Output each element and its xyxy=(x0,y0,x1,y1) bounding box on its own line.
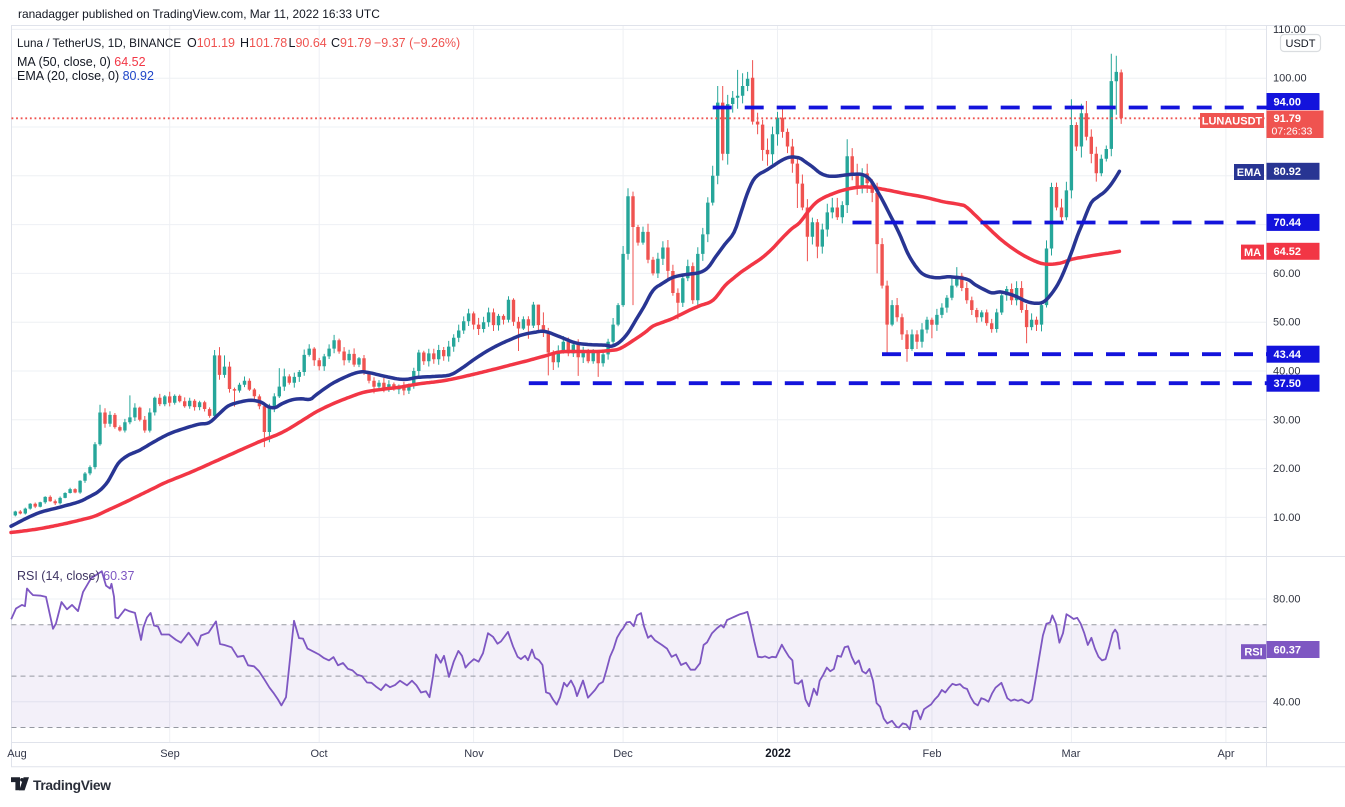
svg-text:RSI: RSI xyxy=(1244,647,1262,659)
svg-text:Mar: Mar xyxy=(1062,748,1081,760)
svg-text:Apr: Apr xyxy=(1217,748,1234,760)
svg-text:Nov: Nov xyxy=(464,748,484,760)
svg-text:70.44: 70.44 xyxy=(1274,217,1302,229)
svg-text:Sep: Sep xyxy=(160,748,180,760)
svg-text:80.92: 80.92 xyxy=(1274,166,1302,178)
svg-text:MA (50, close, 0) 64.52: MA (50, close, 0) 64.52 xyxy=(17,55,146,69)
svg-text:40.00: 40.00 xyxy=(1273,696,1301,708)
svg-text:10.00: 10.00 xyxy=(1273,512,1301,524)
svg-text:TradingView: TradingView xyxy=(33,778,111,793)
svg-text:30.00: 30.00 xyxy=(1273,414,1301,426)
svg-text:LUNAUSDT: LUNAUSDT xyxy=(1202,115,1263,127)
svg-text:07:26:33: 07:26:33 xyxy=(1272,126,1313,138)
svg-text:Aug: Aug xyxy=(7,748,27,760)
svg-text:Feb: Feb xyxy=(923,748,942,760)
svg-text:EMA: EMA xyxy=(1237,167,1262,179)
svg-text:RSI (14, close) 60.37: RSI (14, close) 60.37 xyxy=(17,569,134,583)
svg-text:110.00: 110.00 xyxy=(1273,24,1306,36)
svg-text:ranadagger published on Tradin: ranadagger published on TradingView.com,… xyxy=(18,7,380,21)
svg-text:94.00: 94.00 xyxy=(1274,96,1302,108)
svg-text:USDT: USDT xyxy=(1286,38,1316,50)
svg-text:Dec: Dec xyxy=(613,748,633,760)
svg-text:40.00: 40.00 xyxy=(1273,366,1301,378)
svg-text:80.00: 80.00 xyxy=(1273,594,1301,606)
svg-text:−9.37 (−9.26%): −9.37 (−9.26%) xyxy=(374,36,460,50)
svg-text:C91.79: C91.79 xyxy=(331,36,371,50)
svg-text:2022: 2022 xyxy=(765,748,791,760)
svg-text:43.44: 43.44 xyxy=(1274,349,1302,361)
svg-text:100.00: 100.00 xyxy=(1273,73,1307,85)
svg-text:Oct: Oct xyxy=(310,748,327,760)
svg-text:91.79: 91.79 xyxy=(1274,113,1302,125)
svg-text:60.00: 60.00 xyxy=(1273,268,1301,280)
svg-text:H101.78: H101.78 xyxy=(240,36,287,50)
svg-text:L90.64: L90.64 xyxy=(289,36,327,50)
svg-text:MA: MA xyxy=(1244,247,1261,259)
svg-text:O101.19: O101.19 xyxy=(187,36,235,50)
svg-text:64.52: 64.52 xyxy=(1274,246,1302,258)
svg-text:60.37: 60.37 xyxy=(1274,644,1302,656)
svg-text:Luna / TetherUS, 1D, BINANCE: Luna / TetherUS, 1D, BINANCE xyxy=(17,37,181,50)
svg-text:EMA (20, close, 0) 80.92: EMA (20, close, 0) 80.92 xyxy=(17,69,154,83)
svg-text:37.50: 37.50 xyxy=(1274,378,1302,390)
svg-text:20.00: 20.00 xyxy=(1273,463,1301,475)
svg-text:50.00: 50.00 xyxy=(1273,317,1301,329)
